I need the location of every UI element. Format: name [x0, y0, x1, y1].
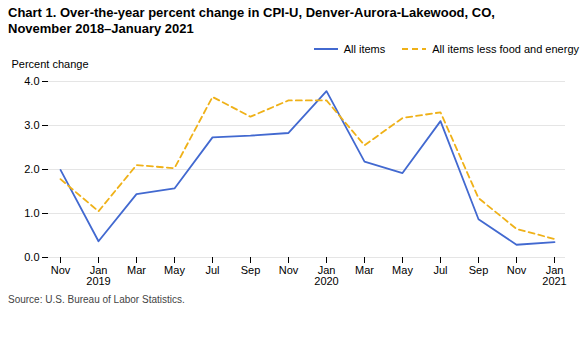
svg-text:Jul: Jul [205, 264, 219, 276]
svg-text:Nov: Nov [279, 264, 299, 276]
svg-text:Nov: Nov [507, 264, 527, 276]
svg-text:Jul: Jul [433, 264, 447, 276]
svg-text:Sep: Sep [241, 264, 261, 276]
svg-text:May: May [164, 264, 185, 276]
svg-text:Jan2021: Jan2021 [542, 264, 566, 287]
html-text:All items: All items [343, 43, 386, 55]
svg-text:3.0: 3.0 [24, 119, 39, 131]
svg-text:2.0: 2.0 [24, 163, 39, 175]
svg-text:0.0: 0.0 [24, 251, 39, 263]
html-text:Chart 1. Over-the-year percent: Chart 1. Over-the-year percent change in… [8, 5, 495, 36]
svg-text:Mar: Mar [355, 264, 374, 276]
svg-text:May: May [392, 264, 413, 276]
svg-text:Percent change: Percent change [12, 58, 89, 70]
html-text:All items less food and energy: All items less food and energy [432, 43, 579, 55]
svg-text:Mar: Mar [127, 264, 146, 276]
svg-text:4.0: 4.0 [24, 75, 39, 87]
svg-text:Jan2020: Jan2020 [314, 264, 338, 287]
svg-text:Sep: Sep [469, 264, 489, 276]
html-text:Source: U.S. Bureau of Labor S: Source: U.S. Bureau of Labor Statistics. [8, 294, 185, 305]
svg-text:Nov: Nov [51, 264, 71, 276]
svg-text:1.0: 1.0 [24, 207, 39, 219]
svg-text:Jan2019: Jan2019 [86, 264, 110, 287]
